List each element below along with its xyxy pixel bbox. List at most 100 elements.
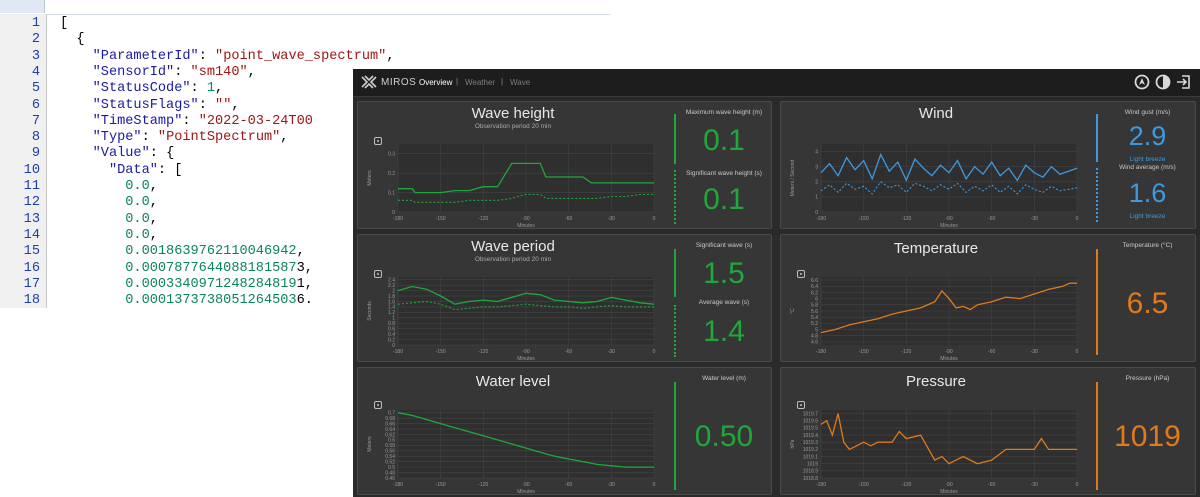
y-tick-label: 0.5	[388, 465, 395, 471]
settings-gear-icon[interactable]	[797, 401, 805, 409]
chart-wind: -180 -150 -120 -90 -60 -30 0 0 1 2 3 4 Minutes Meters…	[790, 144, 1079, 228]
panel-subtitle: Observation period 20 min	[474, 123, 552, 130]
x-axis-label: Minutes	[940, 356, 958, 361]
nav-separator: |	[456, 77, 459, 86]
code-token	[60, 65, 93, 80]
line-number: 14	[23, 227, 40, 243]
x-tick-label: -90	[522, 216, 529, 222]
x-tick-label: -180	[393, 482, 403, 488]
x-tick-label: -60	[988, 349, 995, 355]
y-tick-label: 1019.4	[803, 433, 819, 439]
editor-tab[interactable]	[0, 0, 45, 13]
settings-gear-icon[interactable]	[374, 401, 382, 409]
metric-value: 0.1	[703, 124, 745, 157]
code-token	[60, 163, 109, 178]
chart-wave-period: -180 -150 -120 -90 -60 -30 000.20.40.60.811.21…	[367, 277, 656, 361]
y-tick-label: 0	[392, 210, 395, 216]
code-line-text: "SensorId": "sm140",	[60, 65, 256, 81]
y-tick-label: 6.2	[811, 290, 818, 296]
x-tick-label: -180	[393, 349, 403, 355]
x-tick-label: -60	[565, 349, 572, 355]
nav-tab-wave[interactable]: Wave	[510, 78, 531, 87]
y-tick-label: 5.4	[811, 315, 818, 321]
code-token: :	[141, 130, 158, 146]
y-tick-label: 0.62	[385, 432, 395, 438]
y-tick-label: 0.2	[388, 171, 395, 177]
series-line-dashed	[398, 193, 654, 203]
code-token: ,	[215, 81, 224, 97]
settings-gear-icon[interactable]	[374, 270, 382, 278]
series-line	[820, 413, 1077, 465]
metric-label: Water level (m)	[702, 375, 746, 382]
panel-title: Wave period	[471, 238, 555, 255]
y-tick-label: 0.3	[388, 152, 395, 158]
code-token: ,	[149, 179, 158, 194]
code-token: 0.0	[125, 179, 150, 194]
logout-icon[interactable]	[1176, 74, 1192, 90]
y-tick-label: 1.6	[388, 299, 395, 305]
code-token: :	[174, 64, 191, 80]
line-number: 4	[31, 64, 40, 80]
code-token	[60, 49, 93, 64]
code-token: "Type"	[92, 130, 142, 146]
code-token: "ParameterId"	[92, 48, 199, 64]
series-line-dashed	[820, 181, 1078, 195]
panel-water-level: Water level -180 -150 -120 -90 -60 -30 0 0.46 0.…	[357, 367, 772, 495]
y-tick-label: 1019.5	[803, 426, 819, 432]
panel-wave-period: Wave period Observation period 20 min -1…	[357, 234, 772, 362]
y-tick-label: 1	[392, 316, 395, 322]
x-tick-label: -120	[478, 349, 488, 355]
x-tick-label: -60	[988, 216, 995, 222]
x-tick-label: -150	[436, 482, 446, 488]
line-number: 13	[23, 211, 40, 227]
panel-subtitle: Observation period 20 min	[474, 256, 552, 263]
x-tick-label: -30	[1031, 482, 1038, 488]
contrast-icon[interactable]	[1155, 74, 1171, 90]
y-tick-label: 1.8	[388, 294, 395, 300]
code-line-text: 0.00013737380512645036.	[60, 293, 313, 309]
metric-label: Wind average (m/s)	[1119, 164, 1176, 171]
settings-gear-icon[interactable]	[374, 137, 382, 145]
y-axis-label: Seconds	[367, 301, 373, 321]
code-token: "Value"	[92, 146, 150, 162]
y-tick-label: 1019.7	[803, 411, 819, 417]
code-token: ,	[149, 195, 158, 211]
panel-title: Wave height	[471, 105, 555, 122]
y-tick-label: 0.2	[388, 337, 395, 343]
code-token: "TimeStamp"	[92, 113, 183, 129]
nav-tab-overview[interactable]: Overview	[419, 78, 453, 87]
chart-pressure: -180 -150 -120 -90 -60 -30 01018.81018.9101910…	[790, 410, 1079, 494]
y-tick-label: 1018.8	[803, 476, 819, 482]
code-line-text: {	[60, 32, 84, 48]
code-token: 0.0003340971248284819	[125, 276, 297, 292]
miros-logo-icon	[361, 75, 377, 89]
y-tick-label: 0.6	[388, 326, 395, 332]
x-axis-label: Minutes	[940, 223, 958, 228]
y-tick-label: 0	[815, 210, 818, 216]
series-line	[397, 412, 654, 468]
code-token	[60, 114, 93, 129]
series-line	[398, 162, 654, 194]
y-tick-label: 1.4	[388, 305, 395, 311]
panel-temperature: Temperature -180 -150 -120 -90 -60 -30 0 4.6 4.8…	[780, 234, 1196, 362]
x-tick-label: -30	[1031, 216, 1038, 222]
line-number: 2	[31, 32, 40, 48]
code-line-text: "Data": [	[60, 163, 182, 179]
x-tick-label: -150	[859, 216, 869, 222]
editor-tab-bar	[0, 0, 610, 15]
y-tick-label: 0.68	[385, 416, 395, 422]
compass-icon[interactable]	[1134, 74, 1150, 90]
panel-title: Pressure	[905, 373, 967, 390]
code-token: [	[60, 16, 69, 31]
x-tick-label: -60	[565, 482, 572, 488]
settings-gear-icon[interactable]	[797, 270, 805, 278]
series-line-dashed	[397, 300, 654, 311]
code-token: ,	[231, 97, 240, 113]
y-tick-label: 0.7	[388, 411, 395, 417]
x-tick-label: -60	[565, 216, 572, 222]
value-bar-solid	[1096, 249, 1098, 355]
code-token: 6.	[296, 293, 313, 309]
nav-tab-weather[interactable]: Weather	[465, 78, 496, 87]
code-token: :	[198, 97, 216, 113]
code-line-text: 0.0,	[60, 212, 158, 228]
